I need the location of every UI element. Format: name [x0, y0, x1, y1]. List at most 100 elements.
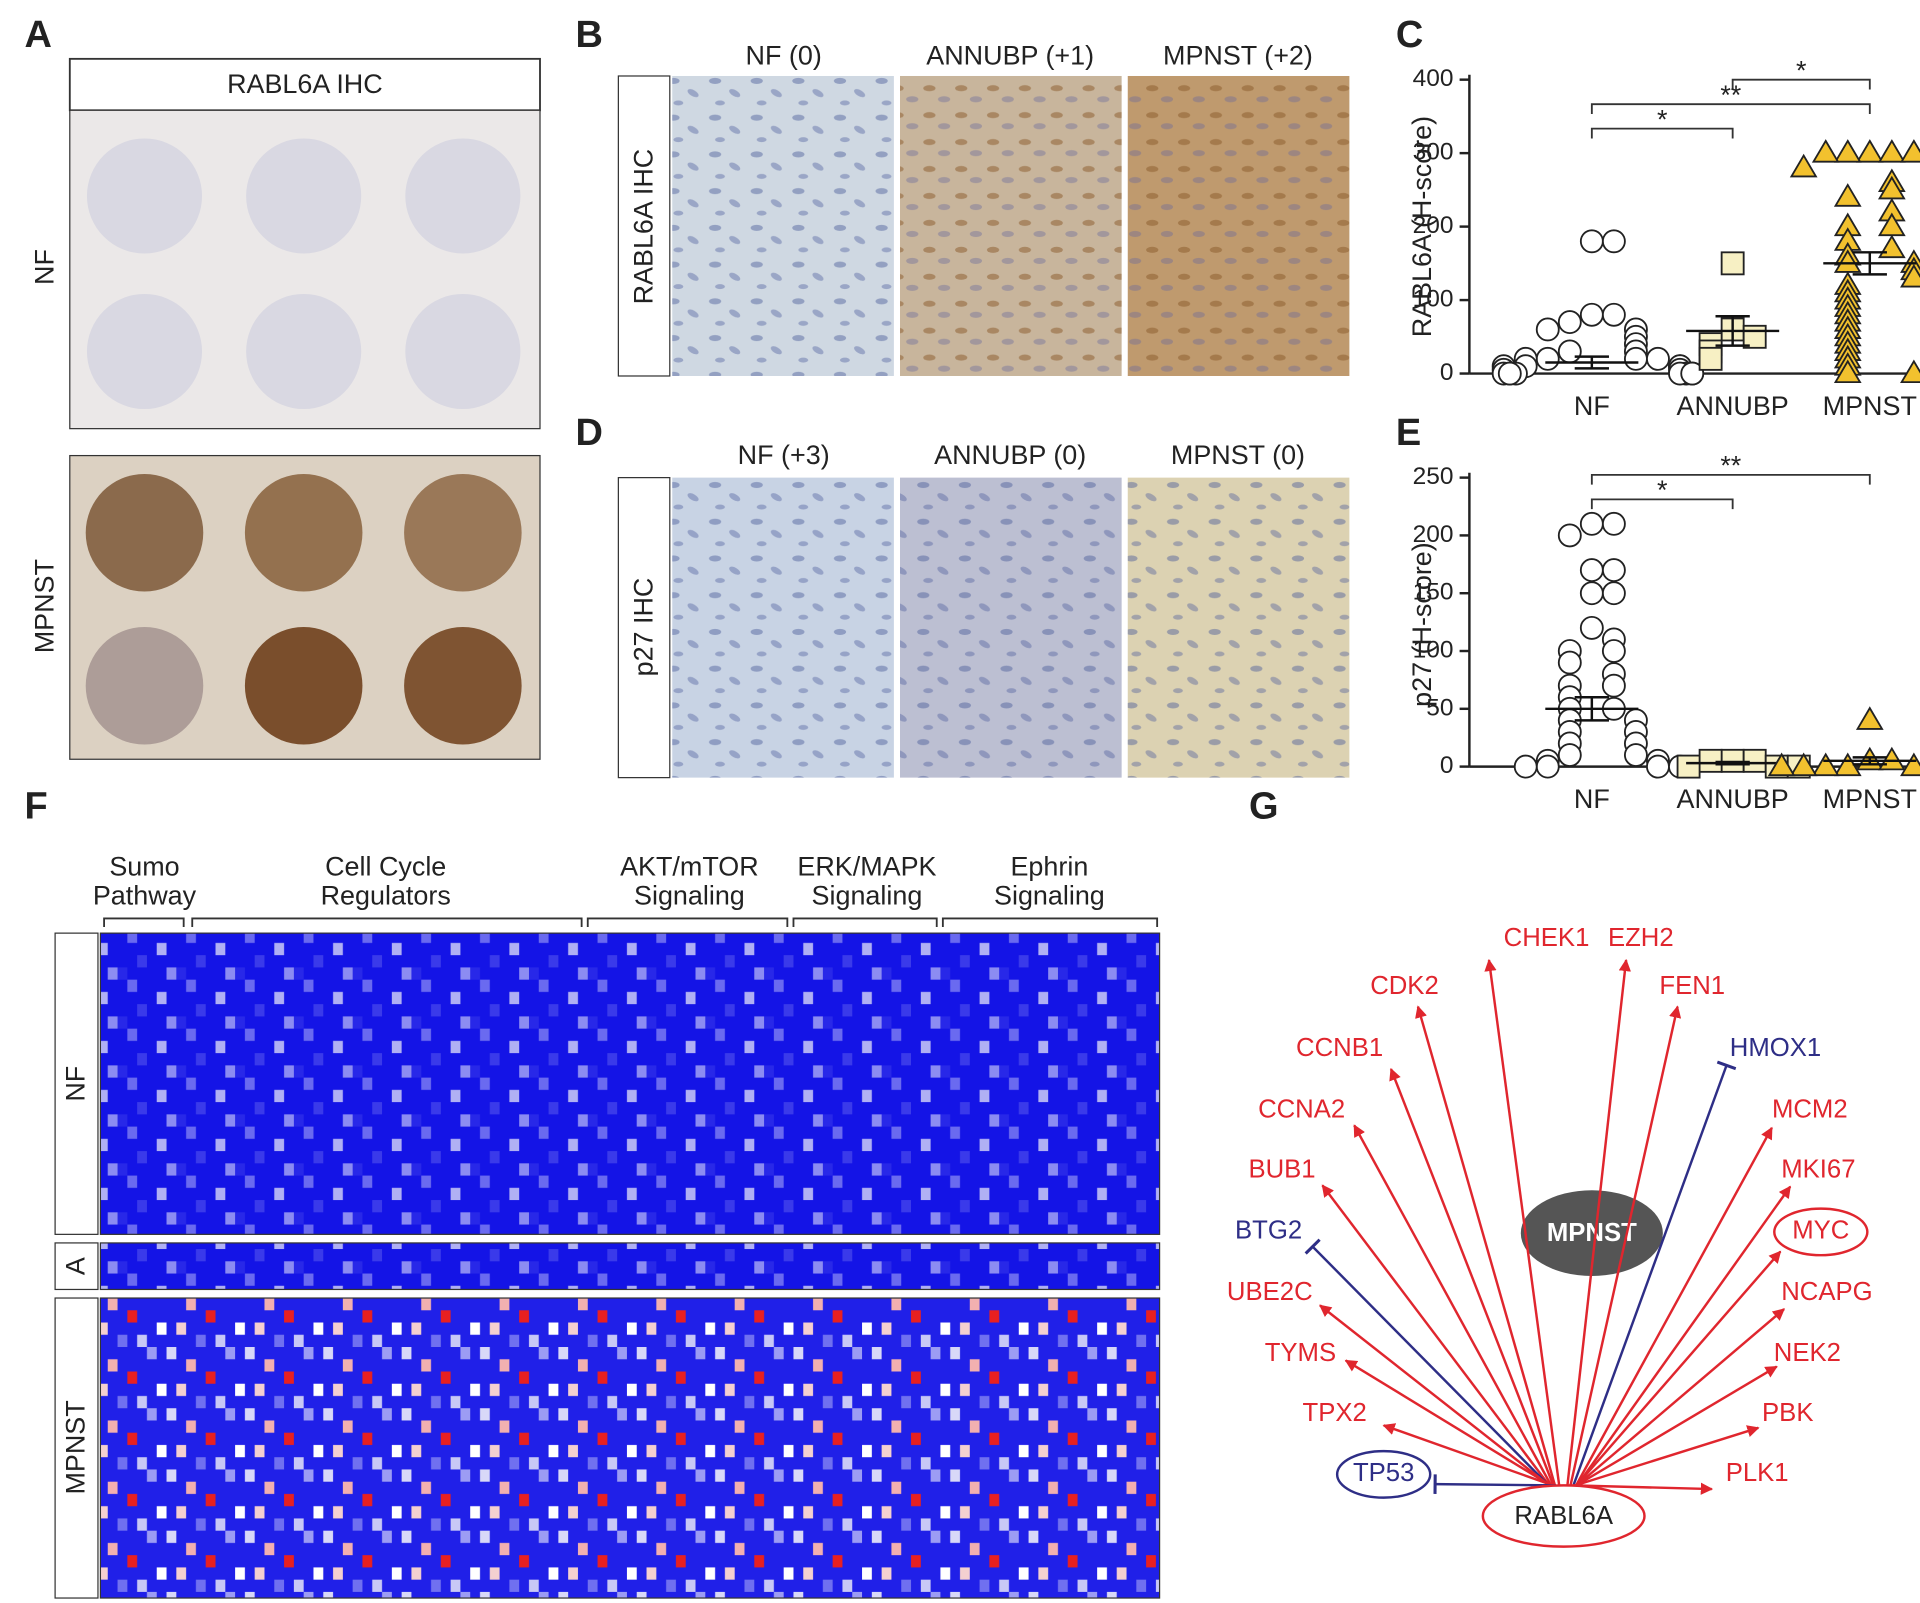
- data-point: [1623, 346, 1648, 371]
- significance-label: *: [1657, 104, 1668, 134]
- texture: [900, 75, 1122, 376]
- node-label: PBK: [1762, 1399, 1813, 1427]
- node-outline: [1773, 1207, 1869, 1257]
- inhibition-edge: [1435, 1482, 1556, 1487]
- panel-g: MPNST: [1520, 1190, 1663, 1276]
- y-tick-label: 100: [1413, 636, 1454, 663]
- panel-f: NF A MPNST: [54, 932, 1161, 1599]
- row-label: MPNST: [60, 1400, 90, 1494]
- heatmap: [99, 932, 1161, 1235]
- node-label: BUB1: [1248, 1155, 1315, 1183]
- panel-a: RABL6A IHC NF MPNST: [30, 57, 541, 760]
- data-point: [1720, 251, 1745, 276]
- data-point: [1676, 754, 1701, 779]
- texture: [900, 477, 1122, 778]
- panel-label: C: [1396, 14, 1423, 56]
- y-axis-label: p27 (H-score): [1407, 542, 1437, 707]
- significance-label: **: [1720, 451, 1741, 481]
- node-label: FEN1: [1659, 972, 1725, 1000]
- data-point: [1557, 650, 1582, 675]
- panel-label: B: [576, 14, 603, 56]
- panel-b: RABL6A IHC NF (0) ANNUBP (+1) MPNST (+2): [617, 41, 1350, 377]
- data-point: [1855, 139, 1884, 163]
- data-point: [1557, 339, 1582, 364]
- group-label: Regulators: [321, 881, 451, 911]
- center-node: [1481, 1484, 1646, 1548]
- header: RABL6A IHC: [227, 69, 383, 99]
- significance-label: *: [1657, 475, 1668, 505]
- activation-edge: [1389, 1067, 1555, 1486]
- row-box: [617, 75, 671, 377]
- group-label: Pathway: [93, 881, 197, 911]
- significance-bracket: [1590, 103, 1871, 114]
- activation-edge: [1321, 1184, 1551, 1487]
- data-point: [1680, 361, 1705, 386]
- node-label: UBE2C: [1227, 1278, 1313, 1306]
- data-point: [1601, 302, 1626, 327]
- data-point: [1877, 234, 1906, 259]
- node-label: NEK2: [1774, 1339, 1841, 1367]
- node-label: TP53: [1353, 1459, 1414, 1487]
- group-label: ERK/MAPK: [797, 851, 936, 881]
- group-label: Signaling: [994, 881, 1105, 911]
- data-point: [1579, 229, 1604, 254]
- row-box: [54, 932, 99, 1235]
- node-label: MYC: [1792, 1217, 1849, 1245]
- activation-edge: [1415, 1005, 1557, 1486]
- data-point: [1557, 523, 1582, 548]
- data-point: [1855, 706, 1884, 730]
- panel-label: D: [576, 412, 603, 454]
- panel-label: F: [24, 785, 47, 827]
- group-bracket: [586, 917, 789, 928]
- data-point: [1579, 558, 1604, 583]
- activation-edge: [1569, 1005, 1682, 1486]
- hub-label: MPNST: [1547, 1219, 1637, 1247]
- row-label: RABL6A IHC: [628, 149, 658, 305]
- data-point: [1535, 754, 1560, 779]
- data-point: [1601, 511, 1626, 536]
- activation-edge: [1484, 958, 1561, 1486]
- activation-edge: [1575, 1365, 1778, 1487]
- y-tick-label: 200: [1413, 212, 1454, 239]
- x-tick-label: NF: [1574, 784, 1610, 814]
- data-point: [1767, 752, 1796, 777]
- node-label: CCNB1: [1296, 1034, 1383, 1062]
- activation-edge: [1576, 1308, 1786, 1487]
- hub-node: [1520, 1190, 1663, 1276]
- activation-edge: [1319, 1304, 1550, 1487]
- node-label: CDK2: [1370, 972, 1439, 1000]
- y-axis-label: RABL6A (H-score): [1407, 116, 1437, 337]
- row-label: p27 IHC: [628, 578, 658, 677]
- activation-edge: [1572, 1482, 1714, 1495]
- row-label: MPNST: [30, 559, 60, 653]
- data-point: [1811, 139, 1840, 163]
- y-tick-label: 100: [1413, 286, 1454, 313]
- activation-edge: [1575, 1126, 1773, 1486]
- activation-edge: [1576, 1185, 1792, 1487]
- y-tick-label: 150: [1413, 579, 1454, 606]
- significance-label: **: [1720, 80, 1741, 110]
- data-point: [1877, 746, 1906, 771]
- data-point: [1646, 754, 1670, 779]
- activation-edge: [1382, 1423, 1554, 1487]
- row-label: A: [60, 1257, 90, 1275]
- row-box: [54, 1297, 99, 1599]
- data-point: [1811, 752, 1840, 777]
- texture: [672, 477, 894, 778]
- group-bracket: [941, 917, 1159, 928]
- node-label: HMOX1: [1730, 1034, 1821, 1062]
- group-bracket: [103, 917, 185, 928]
- row-box: [54, 1242, 99, 1291]
- column-label: NF (+3): [738, 440, 830, 470]
- y-tick-label: 200: [1413, 521, 1454, 548]
- panel-label: E: [1396, 412, 1421, 454]
- data-point: [1646, 346, 1670, 371]
- inhibition-bar: [1304, 1238, 1321, 1255]
- data-point: [1877, 139, 1906, 163]
- panel-d: p27 IHC NF (+3) ANNUBP (0) MPNST (0): [617, 440, 1350, 779]
- x-tick-label: MPNST: [1823, 391, 1917, 421]
- group-label: Signaling: [812, 881, 923, 911]
- x-tick-label: ANNUBP: [1677, 391, 1789, 421]
- significance-bracket: [1731, 78, 1871, 90]
- inhibition-edge: [1311, 1245, 1550, 1487]
